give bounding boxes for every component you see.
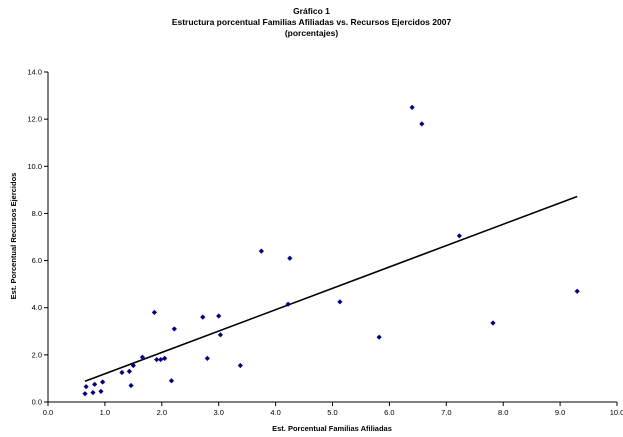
x-tick-label: 3.0 <box>213 408 223 417</box>
data-point <box>126 368 132 374</box>
data-point <box>217 332 224 338</box>
x-tick-label: 8.0 <box>498 408 508 417</box>
x-tick-label: 10.0 <box>610 408 623 417</box>
x-tick-label: 0.0 <box>43 408 53 417</box>
data-point <box>574 288 580 294</box>
data-point <box>119 369 125 376</box>
data-point <box>456 233 462 239</box>
data-point <box>92 381 98 387</box>
data-point <box>90 389 96 396</box>
y-tick-label: 0.0 <box>32 398 42 407</box>
data-point <box>337 299 343 305</box>
y-tick-label: 14.0 <box>27 68 42 77</box>
x-tick-label: 4.0 <box>270 408 280 417</box>
y-tick-label: 2.0 <box>32 350 42 359</box>
data-point <box>285 301 291 307</box>
chart-title-line-1: Gráfico 1 <box>293 6 330 16</box>
data-point <box>154 356 160 363</box>
data-point <box>162 355 168 361</box>
data-point <box>216 313 222 319</box>
x-tick-label: 5.0 <box>327 408 337 417</box>
data-point <box>200 314 206 320</box>
data-point <box>490 320 496 326</box>
data-point <box>258 248 264 254</box>
x-tick-label: 9.0 <box>555 408 565 417</box>
y-axis-label: Est. Porcentual Recursos Ejercidos <box>9 173 18 300</box>
data-point <box>82 391 88 397</box>
y-tick-label: 10.0 <box>27 162 42 171</box>
data-point <box>419 121 425 127</box>
chart-title-line-2: Estructura porcentual Familias Afiliadas… <box>171 17 452 27</box>
data-point <box>237 362 243 369</box>
x-axis-label: Est. Porcentual Familias Afiliadas <box>272 424 392 433</box>
data-point <box>100 379 106 385</box>
data-point <box>204 355 210 361</box>
data-point <box>287 255 293 261</box>
data-point <box>83 384 89 390</box>
data-point <box>151 309 158 316</box>
data-point <box>130 362 136 369</box>
x-tick-label: 2.0 <box>157 408 167 417</box>
data-point <box>128 382 134 389</box>
y-tick-label: 12.0 <box>27 115 42 124</box>
data-point <box>158 356 164 363</box>
y-tick-label: 8.0 <box>32 209 42 218</box>
chart-title-line-3: (porcentajes) <box>284 28 339 38</box>
x-tick-label: 1.0 <box>100 408 110 417</box>
data-point <box>139 354 146 360</box>
x-tick-label: 6.0 <box>384 408 394 417</box>
x-tick-label: 7.0 <box>441 408 451 417</box>
data-point <box>168 378 175 384</box>
data-point <box>171 326 177 332</box>
data-point <box>409 104 415 110</box>
y-tick-label: 6.0 <box>32 256 42 265</box>
y-tick-label: 4.0 <box>32 303 42 312</box>
trendline <box>84 195 578 383</box>
data-point <box>98 388 104 394</box>
data-point <box>376 334 382 340</box>
